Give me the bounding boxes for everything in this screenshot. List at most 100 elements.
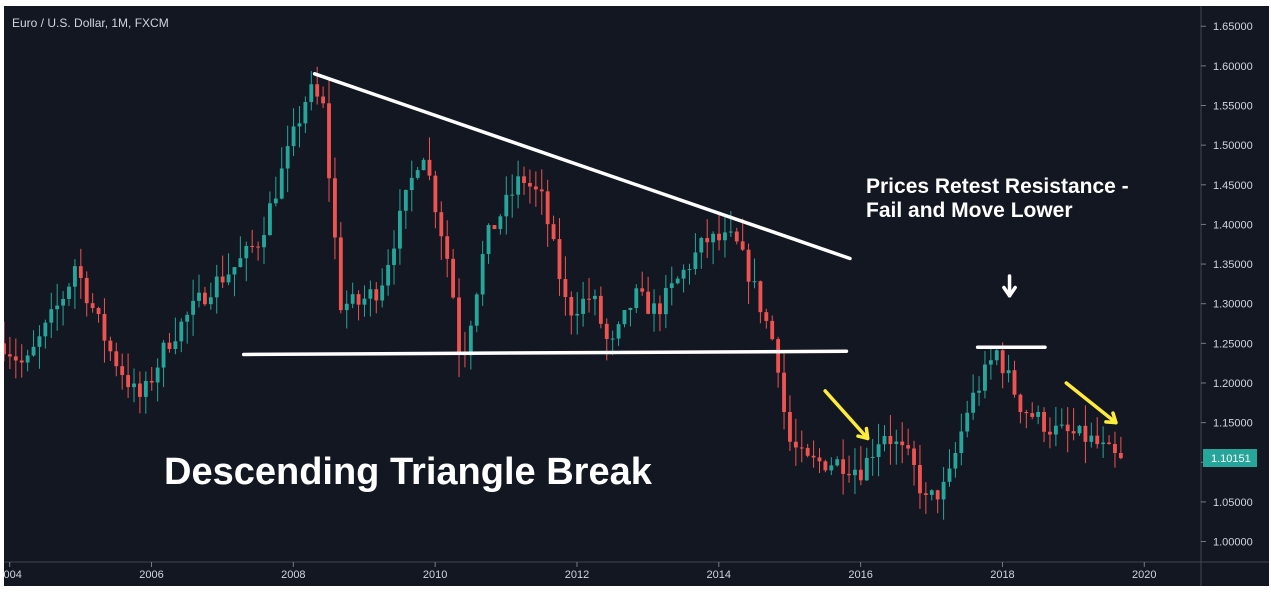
candle-body (398, 210, 402, 249)
candle-body (13, 356, 18, 361)
arrow-icon (1104, 411, 1118, 425)
candle-body (55, 305, 60, 310)
candle-body (238, 258, 243, 268)
candle-body (208, 297, 213, 305)
candle-body (965, 412, 970, 432)
candle-body (315, 84, 320, 97)
candle-body (746, 249, 751, 282)
candle-body (663, 287, 668, 315)
candle-body (628, 308, 633, 311)
candle-body (853, 469, 857, 476)
candle-body (303, 101, 308, 124)
candle-body (1071, 431, 1076, 434)
candle-body (1000, 350, 1005, 374)
candle-body (539, 189, 544, 192)
x-tick-label: 2004 (4, 569, 22, 581)
x-tick-label: 2006 (139, 569, 163, 581)
candle-body (19, 360, 24, 363)
candle-body (864, 457, 869, 481)
x-tick-label: 2008 (281, 569, 305, 581)
y-tick-label: 1.00000 (1213, 537, 1253, 549)
candle-body (616, 324, 621, 339)
candle-body (392, 248, 396, 265)
candle-body (427, 159, 432, 176)
candle-body (935, 490, 940, 500)
candle-body (918, 464, 922, 494)
candle-body (244, 245, 249, 259)
candle-body (770, 320, 775, 340)
candle-body (321, 96, 326, 104)
candle-body (604, 323, 609, 340)
candle-body (1012, 370, 1017, 395)
arrow-shaft (823, 389, 870, 441)
candle-body (344, 303, 349, 311)
candle-body (817, 457, 822, 462)
candle-body (1118, 453, 1123, 459)
candle-body (646, 291, 651, 314)
candle-body (474, 294, 479, 326)
x-tick-label: 2014 (707, 569, 731, 581)
candle-body (362, 298, 367, 305)
candle-body (758, 281, 763, 313)
candle-body (120, 366, 125, 376)
candle-body (1083, 425, 1088, 442)
price-chart[interactable]: 1.65000 1.60000 1.55000 1.50000 1.45000 1.400… (4, 6, 1269, 586)
candle-body (403, 190, 408, 211)
candle-body (994, 350, 999, 361)
candle-body (256, 246, 261, 248)
candle-body (575, 313, 580, 316)
candle-body (882, 436, 887, 445)
candle-body (179, 321, 184, 342)
candle-body (900, 441, 905, 446)
x-tick-label: 2010 (423, 569, 447, 581)
candle-body (977, 390, 981, 393)
trendline[interactable] (241, 349, 849, 357)
candle-body (522, 176, 526, 184)
candle-body (114, 351, 119, 367)
candle-body (356, 294, 361, 305)
candle-body (1101, 442, 1106, 445)
candle-body (622, 310, 627, 325)
candle-body (185, 314, 190, 322)
candle-body (640, 288, 645, 292)
candle-body (870, 456, 875, 458)
y-tick-label: 1.55000 (1213, 100, 1253, 112)
candle-body (675, 278, 680, 284)
candle-body (132, 383, 136, 388)
candle-body (285, 146, 290, 169)
candle-body (669, 283, 674, 288)
candle-body (941, 481, 946, 500)
arrow-icon (856, 426, 870, 441)
candle-body (262, 235, 266, 248)
candle-body (1107, 442, 1111, 444)
candle-body (929, 490, 934, 495)
x-tick-label: 2016 (848, 569, 872, 581)
candles-layer (4, 66, 1123, 520)
candle-body (598, 295, 603, 324)
candle-body (380, 285, 385, 301)
candle-body (90, 303, 95, 309)
candle-body (492, 225, 497, 230)
candle-body (557, 239, 562, 280)
candle-body (953, 452, 958, 469)
candle-body (468, 325, 473, 356)
y-tick-label: 1.25000 (1213, 338, 1253, 350)
candle-body (268, 203, 272, 236)
candle-body (202, 292, 207, 305)
candle-body (72, 266, 77, 287)
candle-body (717, 233, 721, 241)
trendline[interactable] (312, 72, 852, 261)
candle-body (309, 84, 314, 102)
arrow-icon (1002, 285, 1017, 298)
candle-body (1042, 411, 1046, 432)
x-tick-label: 2020 (1132, 569, 1156, 581)
symbol-legend: Euro / U.S. Dollar, 1M, FXCM (12, 16, 169, 30)
candle-body (7, 354, 12, 357)
candle-body (297, 123, 302, 127)
time-axis[interactable]: 2004 2006 2008 2010 2012 2014 2016 2018 2020 (4, 562, 1157, 581)
price-axis[interactable]: 1.65000 1.60000 1.55000 1.50000 1.45000 1.400… (1201, 21, 1253, 549)
candle-body (569, 297, 574, 316)
candle-body (504, 194, 509, 217)
candle-body (191, 300, 196, 315)
candle-body (764, 312, 769, 321)
